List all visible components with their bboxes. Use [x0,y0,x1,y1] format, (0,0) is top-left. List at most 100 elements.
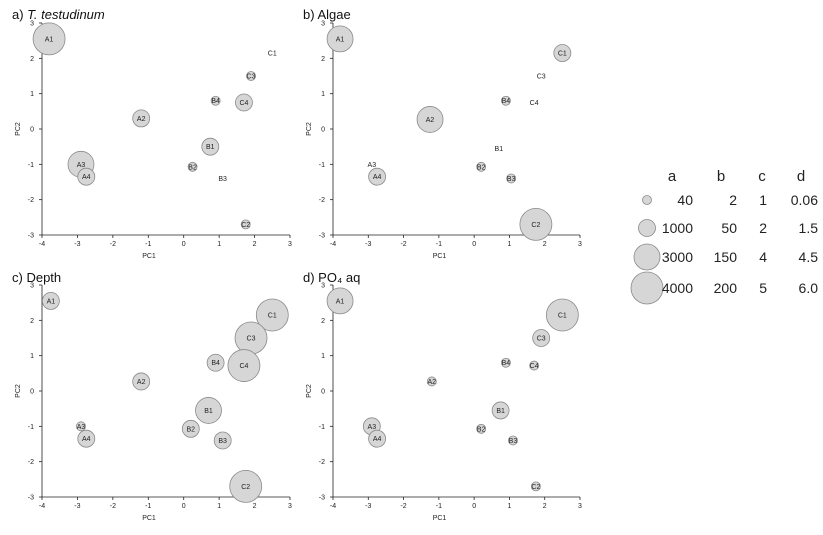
point-label-B4: B4 [502,360,511,367]
y-tick-label: 0 [321,389,325,396]
point-label-C3: C3 [247,74,256,81]
bubble-B3 [508,435,518,446]
y-tick-label: 2 [321,318,325,325]
bubble-B2 [187,161,198,172]
y-axis-label: PC2 [15,122,22,136]
x-tick-label: 1 [507,241,511,248]
x-tick-label: 0 [472,241,476,248]
y-tick-label: -2 [28,459,34,466]
legend-value: 200 [714,280,738,296]
point-label-C1: C1 [558,51,567,58]
x-axis-label: PC1 [433,515,447,522]
point-label-A1: A1 [45,36,54,43]
legend-bubble-1000 [638,219,656,237]
x-tick-label: -1 [145,503,151,510]
y-tick-label: -2 [319,197,325,204]
legend-value: 4000 [662,280,693,296]
bubble-A4 [368,429,387,448]
bubble-A4 [77,429,96,448]
point-label-A2: A2 [428,379,437,386]
x-tick-label: 2 [543,503,547,510]
y-tick-label: 1 [30,353,34,360]
legend-header-c: c [758,168,766,185]
x-tick-label: -2 [400,241,406,248]
point-label-C1: C1 [268,313,277,320]
point-label-C3: C3 [537,336,546,343]
bubble-B1 [195,397,222,424]
legend-value: 2 [729,192,737,208]
scatter-panel-3: c) Depth -4 -3 -2 -1 0 1 2 3 -3 -2 -1 0 1 2 3 PC1 PC2 A1 A2… [12,270,292,522]
y-tick-label: 3 [30,283,34,290]
point-label-B2: B2 [188,164,197,171]
x-tick-label: -3 [74,503,80,510]
y-tick-label: 2 [30,56,34,63]
point-label-C4: C4 [239,363,248,370]
legend-value: 150 [714,249,738,265]
legend-value: 50 [721,220,737,236]
x-tick-label: 1 [217,241,221,248]
x-tick-label: -4 [330,503,336,510]
bubble-C3 [532,329,551,347]
panel-title-main: Algae [317,7,350,22]
bubble-B4 [500,95,511,106]
bubble-C2 [240,219,251,230]
x-tick-label: -3 [74,241,80,248]
legend-value: 5 [759,280,767,296]
panel-title: b) Algae [303,7,351,22]
y-tick-label: 3 [321,283,325,290]
bubble-A1 [326,25,354,53]
y-tick-label: 1 [321,91,325,98]
y-axis-label: PC2 [306,384,313,398]
legend-bubble-4000 [630,271,664,305]
bubble-C1 [545,298,579,332]
legend-value: 4.5 [799,249,819,265]
point-label-B1: B1 [496,408,505,415]
bubble-A2 [416,106,444,133]
y-tick-label: 0 [30,389,34,396]
legend-value: 3000 [662,249,693,265]
bubble-C4 [235,93,253,112]
y-tick-label: -1 [28,424,34,431]
point-label-B3: B3 [218,438,227,445]
y-tick-label: -1 [319,162,325,169]
legend-header-d: d [797,168,805,185]
legend-header-b: b [717,168,725,185]
legend-value: 1.5 [799,220,819,236]
point-label-B3: B3 [507,176,516,183]
panel-title-prefix: a) [12,7,27,22]
y-tick-label: 2 [30,318,34,325]
x-tick-label: -4 [39,503,45,510]
bubble-B3 [213,431,232,450]
scatter-panel-2: b) Algae -4 -3 -2 -1 0 1 2 3 -3 -2 -1 0 1 2 3 PC1 PC2 A1 A2… [303,7,582,260]
y-tick-label: -3 [319,233,325,240]
x-tick-label: 3 [288,241,292,248]
panel-title-main: PO₄ aq [318,270,360,285]
point-label-B2: B2 [187,426,196,433]
point-label-A3: A3 [368,424,377,431]
panel-title: c) Depth [12,270,61,285]
point-label-A1: A1 [47,298,56,305]
point-label-B3: B3 [218,176,227,183]
bubble-A1 [326,287,354,315]
legend-value: 40 [677,192,693,208]
x-tick-label: 1 [217,503,221,510]
x-tick-label: 0 [472,503,476,510]
point-label-A2: A2 [137,379,146,386]
y-tick-label: 3 [321,21,325,28]
bubble-A4 [77,167,96,186]
bubble-B2 [181,419,200,438]
point-label-B3: B3 [509,438,518,445]
point-label-A4: A4 [82,174,91,181]
legend-bubble-3000 [633,243,661,271]
point-label-A3: A3 [368,162,377,169]
bubble-A2 [132,372,151,391]
bubble-B1 [491,401,510,420]
legend-header-a: a [668,168,677,185]
point-label-B1: B1 [495,146,504,153]
scatter-panel-4: d) PO₄ aq -4 -3 -2 -1 0 1 2 3 -3 -2 -1 0 1 2 3 PC1 PC2 A1 A… [303,270,582,522]
panel-title-main: Depth [26,270,61,285]
point-label-C2: C2 [241,484,250,491]
panel-title-prefix: b) [303,7,317,22]
legend-value: 4 [759,249,767,265]
